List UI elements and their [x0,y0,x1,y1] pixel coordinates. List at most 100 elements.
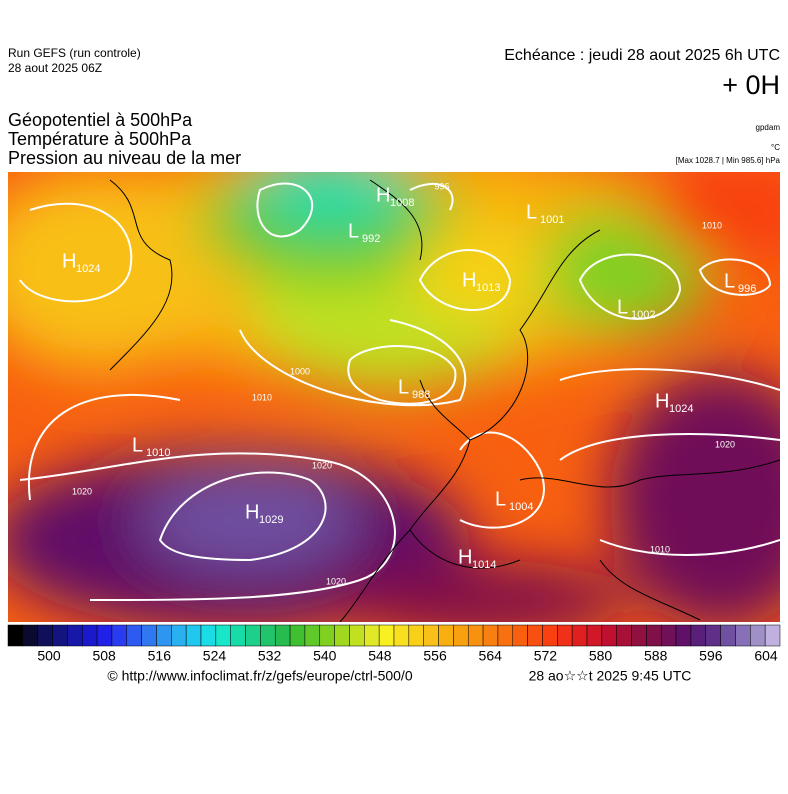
color-swatch [230,624,246,647]
color-swatch [274,624,291,647]
center-pressure: 1014 [472,559,496,571]
center-letter: L [495,488,506,510]
center-letter: L [398,376,409,398]
colorbar-label: 596 [699,648,723,664]
center-letter: H [245,501,259,523]
color-swatch [52,624,68,647]
colorbar-label: 532 [258,648,282,664]
center-pressure: 996 [738,283,756,295]
unit: °C [771,143,780,152]
color-swatch [349,624,365,647]
center-letter: L [132,434,143,456]
isobar-label: 1020 [312,460,332,470]
color-swatch [81,624,98,647]
center-pressure: 1001 [540,214,564,226]
color-swatch [393,624,410,647]
color-swatch [512,624,528,647]
color-swatch [482,624,499,647]
isobar-label: 996 [434,181,449,191]
color-swatch [764,624,781,647]
colorbar-label: 580 [589,648,613,664]
center-pressure: 1029 [259,514,283,526]
color-swatch [37,624,53,647]
color-swatch [215,624,231,647]
colorbar-label: 508 [92,648,116,664]
color-swatch [364,624,380,647]
center-pressure: 1010 [146,447,170,459]
center-letter: L [526,201,537,223]
isobar-label: 1010 [252,392,272,402]
center-letter: H [62,250,76,272]
color-swatch [646,624,662,647]
isobar-label: 1020 [326,576,346,586]
colorbar-label: 572 [534,648,558,664]
colorbar-label: 500 [37,648,61,664]
run-date: 28 aout 2025 06Z [8,61,102,75]
colorbar-label: 588 [644,648,668,664]
center-pressure: 988 [412,389,430,401]
color-swatch [690,624,707,647]
color-swatch [289,624,306,647]
color-swatch [616,624,632,647]
color-swatch [378,624,395,647]
color-swatch [586,624,603,647]
color-swatch [185,624,202,647]
center-pressure: 1004 [509,501,533,513]
valid-time: Echéance : jeudi 28 aout 2025 6h UTC [504,47,780,64]
unit: gpdam [756,123,781,132]
center-pressure: 1024 [76,263,100,275]
source: © http://www.infoclimat.fr/z/gefs/europe… [107,668,412,684]
color-swatch [7,624,24,647]
color-swatch [408,624,424,647]
colorbar-label: 556 [423,648,447,664]
title: Géopotentiel à 500hPa [8,110,193,130]
center-letter: L [617,296,628,318]
isobar-label: 1000 [290,366,310,376]
colorbar-label: 516 [148,648,172,664]
color-swatch [571,624,588,647]
center-letter: H [458,546,472,568]
title: Température à 500hPa [8,129,192,149]
color-swatch [171,624,187,647]
color-swatch [750,624,766,647]
color-swatch [200,624,217,647]
color-swatch [423,624,439,647]
color-swatch [156,624,172,647]
color-swatch [631,624,647,647]
color-swatch [22,624,38,647]
colorbar-label: 604 [754,648,778,664]
color-swatch [304,624,321,647]
isobar-label: 1020 [72,486,92,496]
color-swatch [705,624,721,647]
center-pressure: 992 [362,233,380,245]
isobar-label: 1010 [702,220,722,230]
timestamp: 28 ao☆☆t 2025 9:45 UTC [529,668,692,684]
colorbar-label: 564 [479,648,503,664]
color-swatch [601,624,617,647]
isobar-label: 1020 [715,439,735,449]
color-swatch [260,624,276,647]
color-swatch [126,624,142,647]
center-pressure: 1008 [390,197,414,209]
color-swatch [527,624,543,647]
color-swatch [438,624,454,647]
center-letter: L [348,220,359,242]
center-letter: L [724,270,735,292]
center-pressure: 1013 [476,282,500,294]
color-swatch [542,624,558,647]
temperature-field [8,172,780,622]
isobar-label: 1010 [650,544,670,554]
center-letter: H [462,269,476,291]
center-letter: H [376,184,390,206]
colorbar-label: 548 [368,648,392,664]
color-swatch [245,624,261,647]
color-swatch [660,624,677,647]
color-swatch [735,624,751,647]
unit: [Max 1028.7 | Min 985.6] hPa [676,156,781,165]
title: Pression au niveau de la mer [8,148,241,168]
color-swatch [467,624,484,647]
map [8,172,780,622]
color-swatch [557,624,573,647]
color-swatch [111,624,128,647]
